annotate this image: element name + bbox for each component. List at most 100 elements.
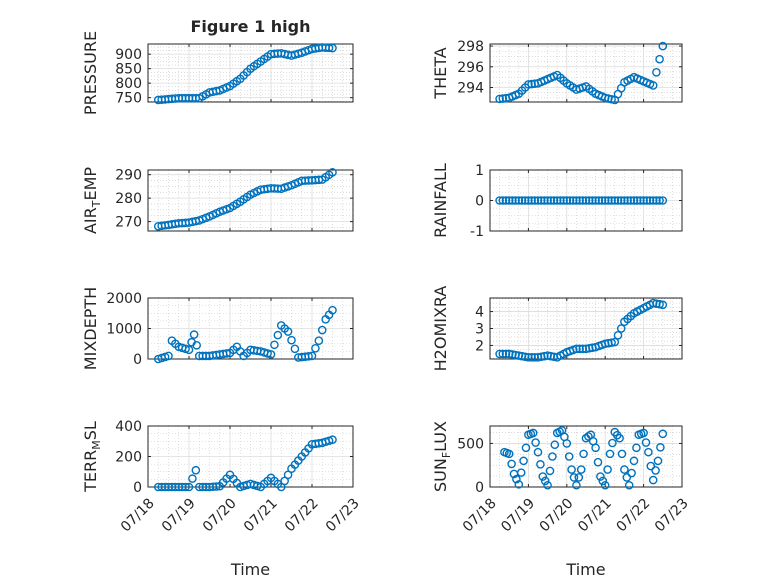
- data-point: [512, 474, 521, 484]
- axes-box: [147, 43, 354, 103]
- data-point: [543, 196, 552, 205]
- data-point: [593, 457, 603, 467]
- y-tick-label: 200: [115, 450, 142, 466]
- data-point: [498, 349, 508, 359]
- data-point: [655, 196, 664, 205]
- data-point: [575, 344, 584, 354]
- data-point: [648, 475, 658, 485]
- data-point: [632, 443, 641, 453]
- data-point: [626, 196, 636, 205]
- series-markers: [495, 196, 668, 205]
- series-markers: [153, 305, 337, 364]
- data-point: [546, 196, 556, 205]
- data-point: [545, 466, 555, 476]
- data-point: [648, 196, 658, 205]
- data-point: [636, 196, 645, 205]
- y-tick-label: 1: [475, 163, 484, 179]
- data-point: [520, 196, 530, 205]
- y-axis-label: H2OMIXRA: [431, 286, 450, 372]
- data-point: [540, 351, 549, 361]
- x-axis-label: Time: [565, 560, 605, 579]
- data-point: [610, 196, 620, 205]
- data-point: [616, 324, 626, 333]
- data-point: [533, 447, 543, 457]
- data-point: [524, 196, 533, 205]
- data-point: [608, 438, 617, 448]
- data-point: [565, 196, 575, 205]
- data-point: [644, 447, 653, 457]
- axes-box: [147, 169, 354, 232]
- data-point: [576, 465, 586, 474]
- data-point: [521, 443, 531, 453]
- y-tick-label: 400: [115, 419, 142, 435]
- data-point: [616, 196, 626, 205]
- data-point: [642, 196, 652, 205]
- data-point: [656, 443, 665, 452]
- y-tick-label: 2000: [106, 291, 142, 307]
- series-markers: [153, 168, 337, 231]
- data-point: [594, 196, 604, 205]
- y-tick-label: 298: [457, 39, 484, 55]
- panel-air-temp: 270 280 290 AIRTEMP: [81, 167, 354, 234]
- y-tick-label: 850: [115, 62, 142, 78]
- data-point: [548, 452, 557, 461]
- data-point: [655, 54, 664, 64]
- data-point: [508, 196, 517, 205]
- data-point: [572, 480, 581, 490]
- y-tick-label: 900: [115, 47, 142, 63]
- data-point: [314, 336, 324, 346]
- data-point: [603, 465, 612, 474]
- data-point: [552, 196, 562, 205]
- data-point: [270, 340, 279, 350]
- data-point: [652, 68, 661, 77]
- data-point: [564, 452, 574, 461]
- data-point: [578, 344, 588, 354]
- data-point: [495, 94, 504, 104]
- y-tick-label: 750: [115, 91, 142, 107]
- data-point: [495, 196, 504, 205]
- data-point: [607, 196, 616, 205]
- data-point: [607, 94, 616, 104]
- data-point: [501, 349, 511, 359]
- data-point: [517, 196, 527, 205]
- data-point: [189, 330, 199, 339]
- data-point: [639, 196, 648, 205]
- data-point: [317, 325, 327, 335]
- data-point: [639, 428, 648, 438]
- series-markers: [495, 298, 668, 362]
- data-point: [658, 429, 668, 439]
- axes-box: [489, 425, 683, 488]
- data-point: [641, 438, 651, 447]
- data-point: [273, 330, 283, 340]
- data-point: [572, 344, 581, 354]
- y-tick-label: -1: [470, 224, 484, 240]
- data-point: [533, 196, 543, 205]
- y-tick-label: 4: [475, 305, 484, 321]
- data-point: [504, 196, 514, 205]
- x-axis-label: Time: [230, 560, 270, 579]
- data-point: [304, 352, 313, 361]
- data-point: [596, 472, 605, 481]
- data-point: [658, 300, 668, 310]
- data-point: [620, 196, 629, 205]
- data-point: [266, 350, 276, 359]
- data-point: [607, 338, 616, 347]
- data-point: [290, 344, 300, 354]
- data-point: [514, 480, 524, 489]
- y-axis-label: TERRMSL: [81, 421, 103, 493]
- data-point: [627, 468, 636, 478]
- y-tick-label: 0: [133, 480, 142, 496]
- data-point: [623, 196, 632, 205]
- data-point: [562, 439, 572, 448]
- y-tick-label: 2: [475, 338, 484, 354]
- data-point: [222, 349, 231, 358]
- axes-box: [489, 43, 683, 103]
- data-point: [617, 449, 627, 459]
- data-point: [613, 330, 623, 340]
- data-point: [651, 466, 660, 475]
- y-tick-label: 0: [475, 194, 484, 210]
- y-axis-label: SUNFLUX: [431, 421, 453, 492]
- panel-mixdepth: 0 1000 2000 MIXDEPTH: [81, 287, 354, 370]
- data-point: [655, 299, 664, 309]
